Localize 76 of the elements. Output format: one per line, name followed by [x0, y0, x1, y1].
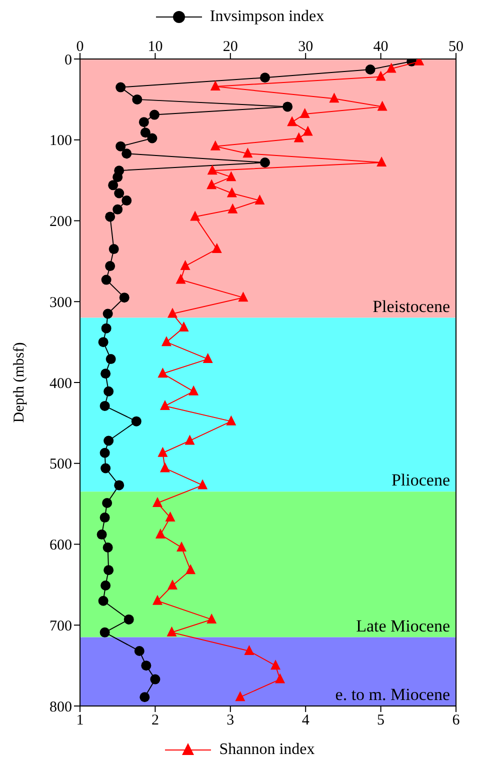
y-tick-label: 600 [50, 538, 72, 554]
y-tick-label: 500 [50, 456, 72, 473]
point [165, 512, 176, 522]
point [300, 108, 310, 118]
point [228, 203, 238, 214]
band-label: Pleistocene [372, 296, 450, 316]
y-tick-label: 0 [64, 52, 72, 68]
point [238, 292, 248, 302]
point [377, 100, 388, 111]
y-tick-label: 200 [50, 214, 72, 230]
band-label: Late Miocene [356, 616, 450, 636]
x-tick-label: 2 [151, 712, 159, 729]
y-tick-label: 100 [50, 133, 72, 150]
point [184, 434, 195, 445]
point [212, 243, 222, 254]
point [176, 541, 187, 552]
point [161, 336, 172, 346]
point [242, 148, 253, 158]
x2-tick-label: 20 [222, 39, 238, 55]
point [254, 194, 265, 205]
point [206, 613, 217, 624]
x2-tick-label: 40 [373, 39, 388, 55]
point [376, 156, 387, 167]
point [160, 400, 170, 410]
point [198, 479, 208, 490]
point [386, 62, 396, 73]
y-tick-label: 400 [50, 376, 72, 392]
point [210, 140, 220, 150]
point [178, 322, 189, 332]
point [188, 385, 199, 396]
point [158, 368, 168, 378]
x2-tick-label: 0 [76, 39, 84, 55]
point [376, 70, 386, 81]
point [294, 132, 304, 142]
y-tick-label: 300 [50, 294, 72, 311]
x-tick-label: 5 [377, 712, 385, 729]
point [226, 171, 236, 182]
point [152, 497, 162, 508]
point [155, 528, 166, 539]
x-tick-label: 3 [226, 712, 234, 729]
point [158, 446, 168, 457]
point [287, 116, 298, 126]
y-tick-label: 700 [50, 618, 72, 634]
point [167, 308, 178, 318]
point [275, 673, 286, 684]
point [226, 415, 236, 426]
legend-label: Shannon index [219, 741, 315, 759]
x-tick-label: 4 [302, 712, 310, 729]
x2-tick-label: 30 [298, 39, 314, 55]
x2-tick-label: 50 [448, 39, 464, 55]
band-label: Pliocene [391, 470, 450, 490]
point [190, 210, 200, 221]
point [160, 462, 170, 472]
point [270, 660, 281, 670]
x2-tick-label: 10 [148, 39, 163, 55]
point [206, 179, 217, 190]
point [166, 626, 177, 636]
point [302, 126, 313, 136]
point [180, 260, 190, 270]
point [167, 579, 178, 590]
band-label: e. to m. Miocene [335, 685, 450, 704]
point [152, 594, 162, 605]
legend-label: Invsimpson index [210, 8, 324, 26]
y-tick-label: 800 [50, 699, 72, 716]
point [226, 187, 237, 198]
point [186, 564, 196, 574]
point [176, 274, 186, 284]
point [329, 92, 340, 103]
point [207, 164, 218, 175]
point [235, 691, 246, 702]
y-axis-title: Depth (mbsf) [11, 342, 28, 423]
x-tick-label: 1 [76, 712, 84, 729]
x-tick-label: 6 [452, 712, 460, 729]
point [202, 353, 213, 364]
point [244, 645, 254, 656]
point [210, 80, 220, 90]
